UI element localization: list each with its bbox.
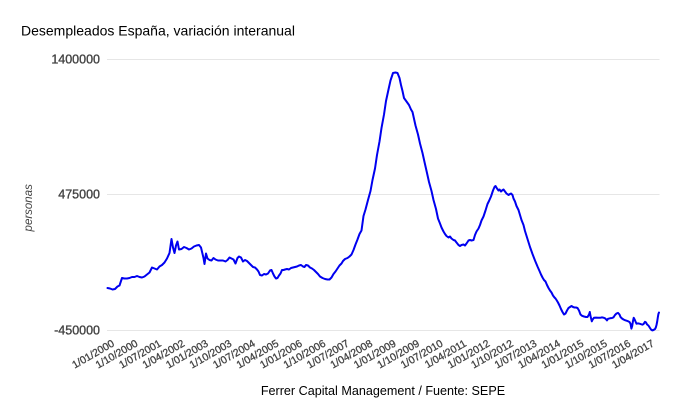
svg-text:Desempleados España, variación: Desempleados España, variación interanua…	[21, 23, 295, 39]
svg-text:-450000: -450000	[54, 323, 100, 337]
svg-text:1400000: 1400000	[51, 52, 100, 66]
svg-text:475000: 475000	[58, 187, 100, 201]
svg-text:personas: personas	[23, 184, 35, 233]
svg-text:Ferrer Capital Management / Fu: Ferrer Capital Management / Fuente: SEPE	[261, 384, 505, 398]
